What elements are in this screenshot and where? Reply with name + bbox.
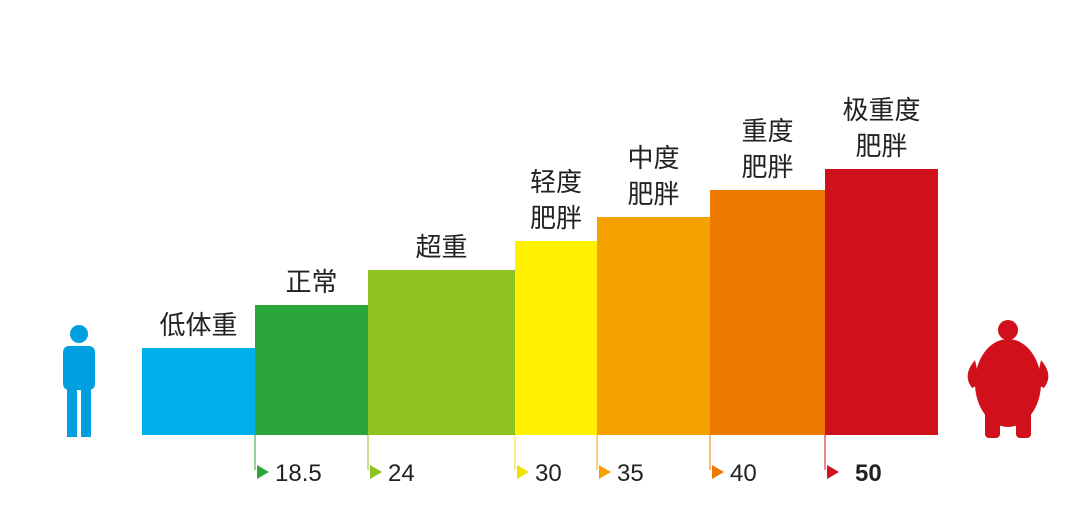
level-bar (515, 241, 597, 435)
level-label: 肥胖 (530, 204, 582, 234)
threshold-marker (712, 465, 724, 479)
threshold-marker (827, 465, 839, 479)
level-label: 肥胖 (855, 132, 907, 162)
level-label: 正常 (285, 268, 337, 298)
level-bar (255, 305, 368, 435)
level-bar (825, 169, 938, 435)
thin-person-icon (63, 325, 95, 437)
threshold-marker (599, 465, 611, 479)
threshold-marker (517, 465, 529, 479)
level-label: 中度 (627, 144, 679, 174)
obese-person-icon (967, 320, 1049, 438)
threshold-marker (257, 465, 269, 479)
threshold-marker (370, 465, 382, 479)
threshold-value: 18.5 (275, 460, 322, 487)
level-bar (368, 270, 515, 435)
threshold-value: 40 (730, 460, 757, 487)
threshold-value: 35 (617, 460, 644, 487)
level-label: 轻度 (530, 168, 582, 198)
threshold-value: 24 (388, 460, 415, 487)
threshold-value: 50 (855, 460, 882, 487)
threshold-value: 30 (535, 460, 562, 487)
level-bar (597, 217, 710, 435)
level-label: 重度 (741, 117, 793, 147)
level-bar (710, 190, 825, 435)
level-label: 肥胖 (741, 153, 793, 183)
level-label: 超重 (415, 233, 467, 263)
level-label: 极重度 (842, 96, 920, 126)
level-bar (142, 348, 255, 435)
level-label: 低体重 (159, 311, 237, 341)
level-label: 肥胖 (627, 180, 679, 210)
